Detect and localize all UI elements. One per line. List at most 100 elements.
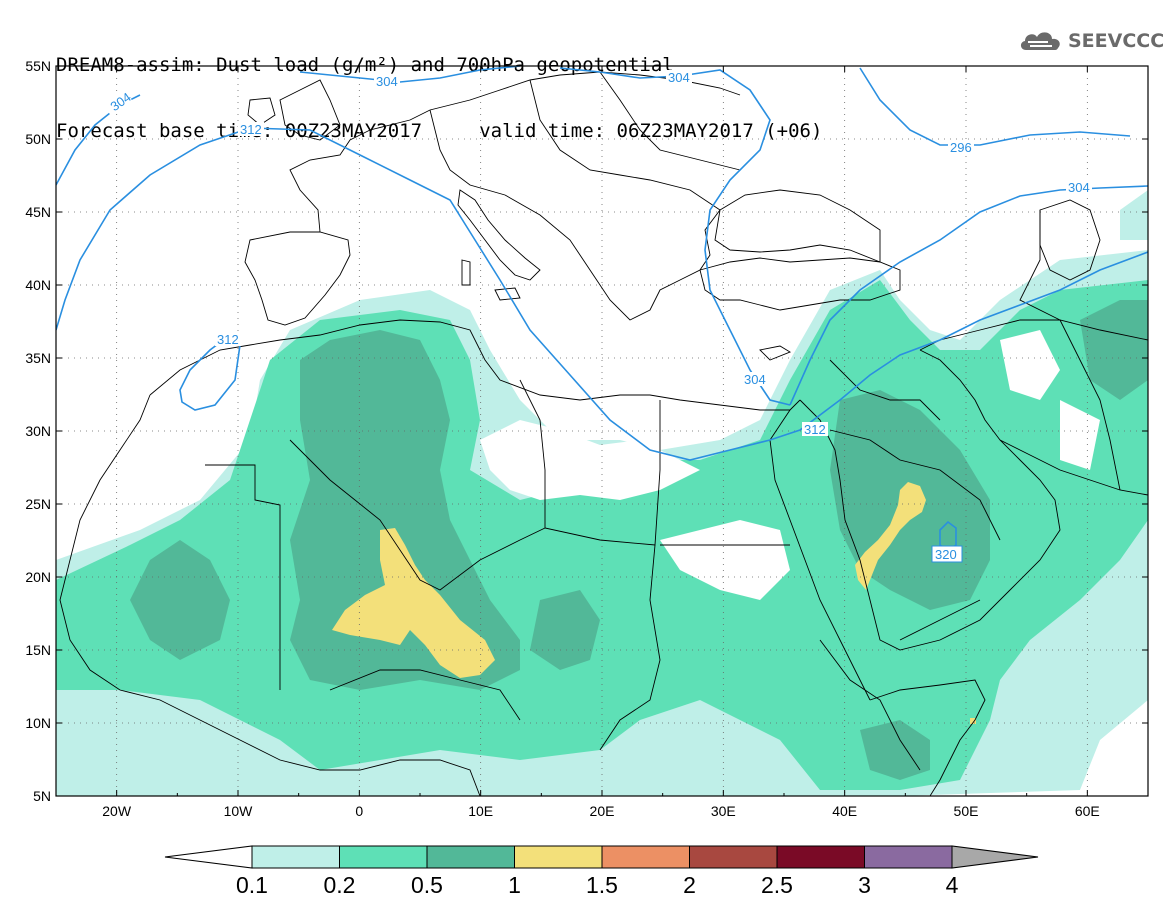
coast-iberia bbox=[244, 231, 351, 326]
border-europe-3 bbox=[599, 71, 741, 171]
coast-cyprus bbox=[759, 345, 792, 361]
colorbar: 0.1 0.2 0.5 1 1.5 2 2.5 3 4 bbox=[164, 845, 1039, 898]
logo-text: SEEVCCC bbox=[1068, 30, 1165, 52]
lat-tick-label: 10N bbox=[25, 715, 51, 731]
contour-296 bbox=[859, 67, 1131, 146]
lon-tick-label: 30E bbox=[711, 803, 736, 819]
border-europe-1 bbox=[429, 109, 506, 196]
lon-tick-label: 0 bbox=[355, 803, 363, 819]
coast-horn-africa bbox=[869, 679, 986, 796]
colorbar-label: 1 bbox=[508, 872, 521, 898]
lat-tick-label: 20N bbox=[25, 569, 51, 585]
colorbar-label: 0.2 bbox=[324, 872, 356, 898]
border-libya bbox=[519, 379, 661, 546]
coast-balkans bbox=[504, 194, 721, 321]
border-chad-sudan bbox=[599, 544, 661, 751]
colorbar-segment bbox=[339, 845, 428, 869]
colorbar-label: 2 bbox=[683, 872, 696, 898]
country-borders bbox=[59, 71, 1148, 796]
coast-sardinia bbox=[461, 259, 471, 286]
contour-312-main bbox=[56, 127, 1148, 461]
lat-tick-label: 45N bbox=[25, 204, 51, 220]
coast-west-africa bbox=[59, 394, 481, 796]
contour-labels: 304 304 304 312 296 304 312 304 312 320 bbox=[103, 70, 1092, 563]
colorbar-segment bbox=[864, 845, 953, 869]
lat-tick-label: 40N bbox=[25, 277, 51, 293]
border-saudi bbox=[829, 429, 1001, 541]
latitude-axis: 55N 50N 45N 40N 35N 30N 25N 20N 15N 10N 5N bbox=[25, 58, 1148, 804]
coast-western-europe bbox=[289, 71, 741, 233]
seevccc-logo: SEEVCCC bbox=[1018, 26, 1164, 56]
contour-304-central bbox=[559, 67, 791, 406]
colorbar-segment bbox=[426, 845, 515, 869]
colorbar-segment bbox=[601, 845, 690, 869]
dust-clearings bbox=[480, 330, 1100, 600]
lat-tick-label: 15N bbox=[25, 642, 51, 658]
lon-tick-label: 20E bbox=[590, 803, 615, 819]
coast-ireland bbox=[247, 97, 276, 126]
coast-gulf-oman bbox=[999, 439, 1148, 496]
colorbar-label: 3 bbox=[858, 872, 871, 898]
coast-sicily bbox=[494, 287, 521, 301]
lon-tick-label: 10E bbox=[468, 803, 493, 819]
colorbar-label: 0.5 bbox=[411, 872, 443, 898]
colorbar-label: 1.5 bbox=[586, 872, 618, 898]
lat-tick-label: 50N bbox=[25, 131, 51, 147]
colorbar-label: 4 bbox=[946, 872, 959, 898]
colorbar-segment bbox=[251, 845, 340, 869]
contour-304-north bbox=[299, 66, 521, 83]
contour-320 bbox=[939, 520, 957, 551]
colorbar-label: 2.5 bbox=[761, 872, 793, 898]
lat-tick-label: 30N bbox=[25, 423, 51, 439]
border-europe-2 bbox=[529, 79, 721, 211]
cloud-icon bbox=[1020, 32, 1060, 50]
lat-tick-label: 35N bbox=[25, 350, 51, 366]
lon-tick-label: 60E bbox=[1075, 803, 1100, 819]
colorbar-under-triangle bbox=[164, 845, 253, 869]
contour-label-320: 320 bbox=[935, 547, 957, 562]
colorbar-segment bbox=[776, 845, 865, 869]
border-mali-algeria bbox=[289, 439, 546, 591]
title-line-1: DREAM8-assim: Dust load (g/m²) and 700hP… bbox=[56, 54, 674, 76]
coast-red-sea-west bbox=[769, 409, 871, 701]
lon-tick-label: 20W bbox=[102, 803, 132, 819]
lon-tick-label: 40E bbox=[832, 803, 857, 819]
contour-label-304-central: 304 bbox=[668, 70, 690, 85]
colorbar-segment bbox=[689, 845, 778, 869]
lat-tick-label: 55N bbox=[25, 58, 51, 74]
contour-label-312-north: 312 bbox=[240, 122, 262, 137]
lat-tick-label: 5N bbox=[33, 788, 51, 804]
coast-north-africa bbox=[149, 319, 801, 411]
border-iraq bbox=[829, 359, 941, 421]
colorbar-segment bbox=[514, 845, 603, 869]
dust-level-1 bbox=[332, 482, 976, 724]
border-niger-nigeria bbox=[329, 669, 521, 721]
border-central-asia bbox=[1019, 210, 1061, 321]
longitude-axis: 20W 10W 0 10E 20E 30E 40E 50E 60E bbox=[55, 66, 1149, 819]
coast-caspian bbox=[1039, 199, 1101, 281]
coast-uk bbox=[279, 79, 341, 141]
contour-312-loop bbox=[179, 333, 241, 411]
colorbar-label: 0.1 bbox=[236, 872, 268, 898]
border-yemen bbox=[899, 599, 981, 641]
coast-italy bbox=[457, 189, 541, 281]
lon-tick-label: 10W bbox=[224, 803, 254, 819]
coast-turkey bbox=[699, 257, 901, 311]
contour-label-304-east: 304 bbox=[1068, 180, 1090, 195]
lon-tick-label: 50E bbox=[954, 803, 979, 819]
contour-label-312-loop: 312 bbox=[217, 332, 239, 347]
contour-label-304-south: 304 bbox=[744, 372, 766, 387]
contour-label-296: 296 bbox=[950, 140, 972, 155]
colorbar-over-triangle bbox=[951, 845, 1039, 869]
border-ethiopia bbox=[819, 639, 921, 771]
lat-tick-label: 25N bbox=[25, 496, 51, 512]
contour-label-304-north: 304 bbox=[376, 74, 398, 89]
coast-arabia bbox=[799, 349, 1061, 651]
contour-label-312-east: 312 bbox=[804, 422, 826, 437]
contour-304-west bbox=[56, 94, 141, 186]
coast-black-sea bbox=[714, 189, 881, 263]
border-sahara bbox=[205, 464, 281, 690]
lat-lon-grid bbox=[56, 66, 1148, 796]
border-iran-east bbox=[1059, 319, 1121, 491]
